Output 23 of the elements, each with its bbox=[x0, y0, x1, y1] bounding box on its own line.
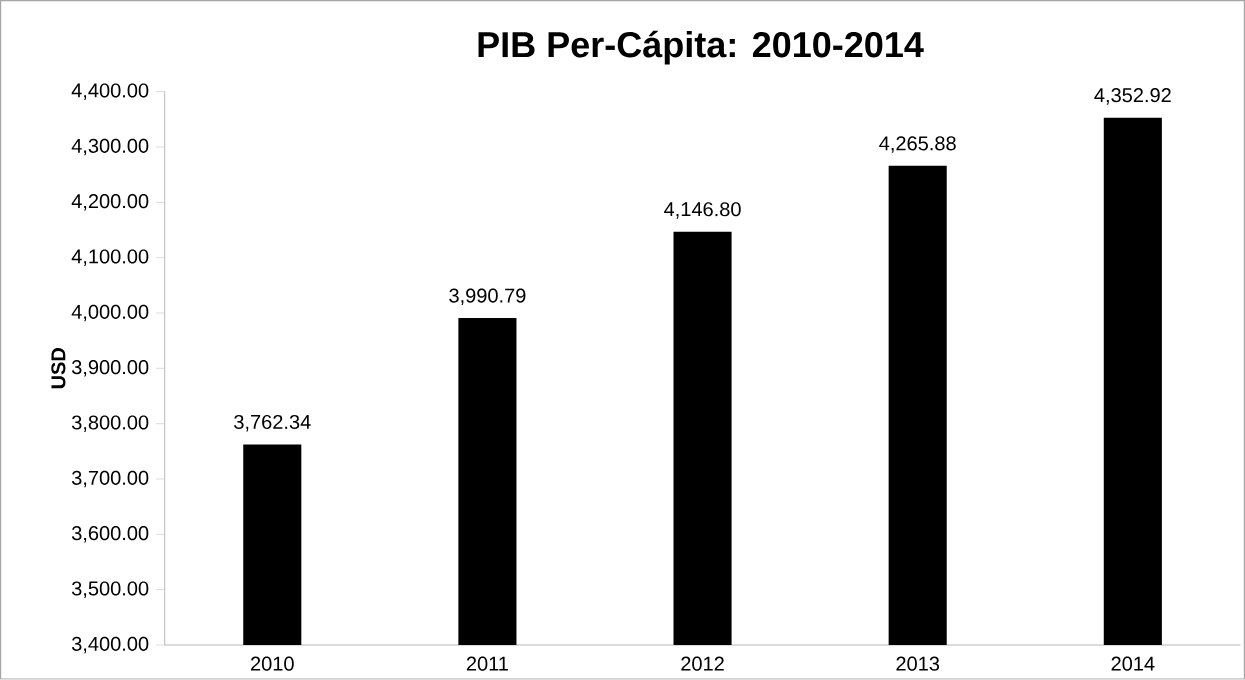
y-tick-label: 4,000.00 bbox=[71, 304, 149, 322]
y-axis-title: USD bbox=[51, 348, 66, 389]
chart-title: PIB Per-Cápita: 2010-2014 bbox=[478, 30, 924, 65]
x-tick-label: 2010 bbox=[251, 656, 294, 671]
y-tick-label: 3,800.00 bbox=[71, 415, 149, 433]
x-tick-label: 2014 bbox=[1111, 656, 1155, 671]
y-tick-label: 4,100.00 bbox=[71, 249, 149, 267]
data-label: 4,352.92 bbox=[1094, 88, 1171, 105]
y-tick-label: 3,600.00 bbox=[71, 526, 149, 543]
data-label: 3,990.79 bbox=[449, 288, 526, 306]
y-tick-label: 3,500.00 bbox=[71, 581, 149, 599]
y-tick-label: 4,300.00 bbox=[71, 138, 149, 156]
data-label: 4,146.80 bbox=[664, 202, 741, 219]
x-tick-label: 2011 bbox=[466, 656, 508, 671]
y-tick-label: 4,200.00 bbox=[71, 194, 149, 211]
y-tick-label: 3,900.00 bbox=[71, 360, 149, 377]
x-tick-label: 2012 bbox=[681, 656, 724, 671]
y-tick-label: 3,400.00 bbox=[71, 636, 149, 654]
data-label: 4,265.88 bbox=[879, 136, 956, 153]
y-tick-label: 4,400.00 bbox=[71, 83, 149, 101]
x-tick-label: 2013 bbox=[896, 656, 940, 671]
y-tick-label: 3,700.00 bbox=[71, 470, 149, 488]
data-label: 3,762.34 bbox=[234, 415, 311, 432]
